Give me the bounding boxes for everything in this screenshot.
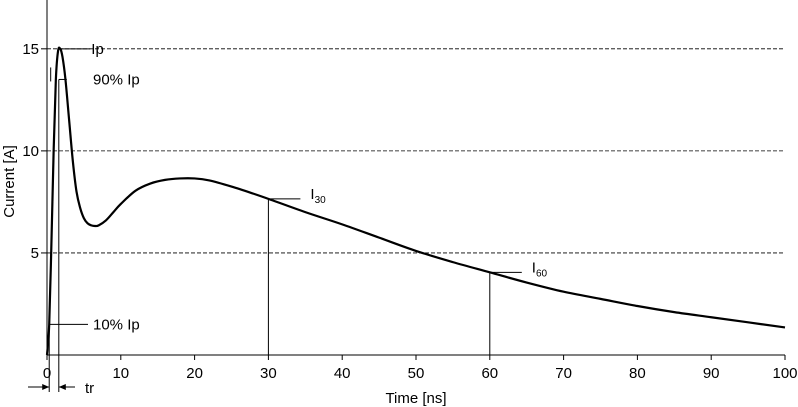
ip90-label: 90% Ip: [93, 71, 140, 88]
x-tick-label-80: 80: [629, 365, 646, 382]
x-tick-label-10: 10: [112, 365, 129, 382]
i30-label-main: I: [310, 186, 314, 203]
tr-arrow-right-head: [58, 384, 66, 390]
series-layer: [45, 46, 786, 356]
x-tick-label-70: 70: [555, 365, 572, 382]
series-line-current: [45, 46, 786, 356]
x-tick-label-90: 90: [703, 365, 720, 382]
x-axis-title: Time [ns]: [385, 390, 446, 407]
rise-time-label: tr: [85, 380, 94, 397]
i60-label-main: I: [532, 259, 536, 276]
x-tick-labels: 0 10 20 30 40 50 60 70 80 90 100: [43, 365, 798, 382]
y-tick-label-10: 10: [22, 143, 39, 160]
x-tick-label-40: 40: [334, 365, 351, 382]
i30-label-subscript: 30: [315, 195, 327, 206]
i60-label: I60: [532, 259, 548, 279]
ip10-label: 10% Ip: [93, 316, 140, 333]
y-tick-label-15: 15: [22, 41, 39, 58]
ip-label: Ip: [91, 41, 104, 58]
y-tick-label-5: 5: [31, 245, 39, 262]
x-tick-label-30: 30: [260, 365, 277, 382]
tr-arrow-left-head: [42, 384, 50, 390]
x-tick-label-50: 50: [408, 365, 425, 382]
annotations: Ip 90% Ip 10% Ip tr I30 I60: [28, 41, 548, 397]
y-tick-labels: 5 10 15: [22, 41, 39, 262]
axes: [41, 0, 786, 360]
grid-lines: [47, 48, 785, 254]
i30-label: I30: [310, 186, 326, 206]
x-tick-label-100: 100: [772, 365, 797, 382]
i60-label-subscript: 60: [536, 268, 548, 279]
y-axis-title: Current [A]: [1, 145, 18, 218]
x-tick-label-20: 20: [186, 365, 203, 382]
x-tick-label-60: 60: [481, 365, 498, 382]
x-tick-label-0: 0: [43, 365, 51, 382]
